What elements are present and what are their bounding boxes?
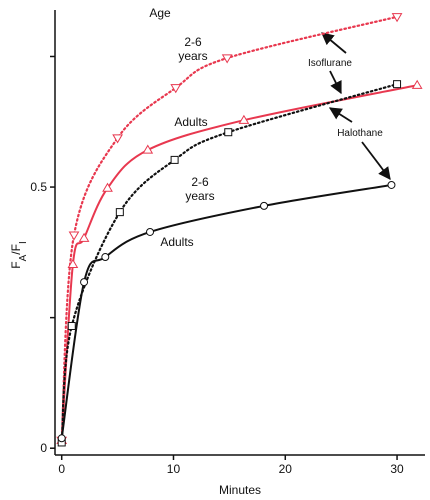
marker bbox=[170, 84, 182, 94]
marker bbox=[102, 182, 113, 192]
arrow bbox=[321, 32, 347, 54]
y-axis-label-part: F bbox=[9, 261, 23, 268]
marker bbox=[67, 321, 76, 330]
marker bbox=[112, 134, 123, 144]
y-tick-label: 0 bbox=[40, 441, 47, 455]
annotation-line: Adults bbox=[174, 115, 207, 129]
marker bbox=[260, 201, 269, 210]
marker bbox=[238, 114, 250, 124]
y-tick-label: 0.5 bbox=[30, 180, 47, 194]
annotation-line: Adults bbox=[160, 235, 193, 249]
marker bbox=[391, 13, 403, 23]
marker bbox=[115, 208, 124, 217]
marker bbox=[67, 258, 79, 269]
marker bbox=[393, 80, 402, 89]
series-line bbox=[60, 83, 399, 444]
x-tick-label: 10 bbox=[167, 462, 181, 476]
y-axis-label: FA/FI bbox=[9, 241, 29, 268]
annotation-line: years bbox=[185, 189, 214, 203]
marker bbox=[146, 227, 155, 236]
marker bbox=[57, 434, 66, 443]
marker bbox=[221, 54, 233, 64]
marker bbox=[78, 232, 90, 242]
x-tick-label: 20 bbox=[279, 462, 293, 476]
series-line bbox=[60, 15, 399, 442]
marker bbox=[387, 180, 396, 189]
annotation: Isoflurane bbox=[308, 58, 352, 69]
x-axis-label: Minutes bbox=[219, 483, 261, 497]
series-line bbox=[60, 183, 393, 440]
y-axis-label-part: /F bbox=[9, 244, 23, 255]
annotation: Adults bbox=[160, 235, 193, 249]
annotation-line: Age bbox=[149, 6, 171, 20]
arrow bbox=[329, 70, 342, 95]
y-axis-label-part: A bbox=[18, 254, 29, 261]
annotation-line: 2-6 bbox=[184, 35, 202, 49]
x-tick-label: 30 bbox=[390, 462, 404, 476]
annotation: 2-6 years bbox=[185, 175, 214, 203]
annotation-line: Halothane bbox=[337, 128, 383, 139]
x-tick-label: 0 bbox=[58, 462, 65, 476]
annotation-line: Isoflurane bbox=[308, 58, 352, 69]
arrows bbox=[321, 32, 391, 181]
annotation: Age bbox=[149, 6, 171, 20]
arrow bbox=[361, 141, 391, 181]
marker bbox=[411, 79, 423, 89]
marker bbox=[80, 278, 89, 287]
marker bbox=[224, 128, 233, 137]
annotation-line: 2-6 bbox=[191, 175, 209, 189]
annotation-line: years bbox=[178, 49, 207, 63]
marker bbox=[101, 253, 110, 262]
marker bbox=[68, 231, 80, 241]
marker bbox=[142, 144, 154, 154]
annotation: 2-6 years bbox=[178, 35, 207, 63]
y-axis-label-part: I bbox=[18, 241, 29, 244]
annotation: Halothane bbox=[337, 128, 383, 139]
annotation: Adults bbox=[174, 115, 207, 129]
marker bbox=[170, 155, 179, 164]
arrow bbox=[328, 107, 353, 123]
